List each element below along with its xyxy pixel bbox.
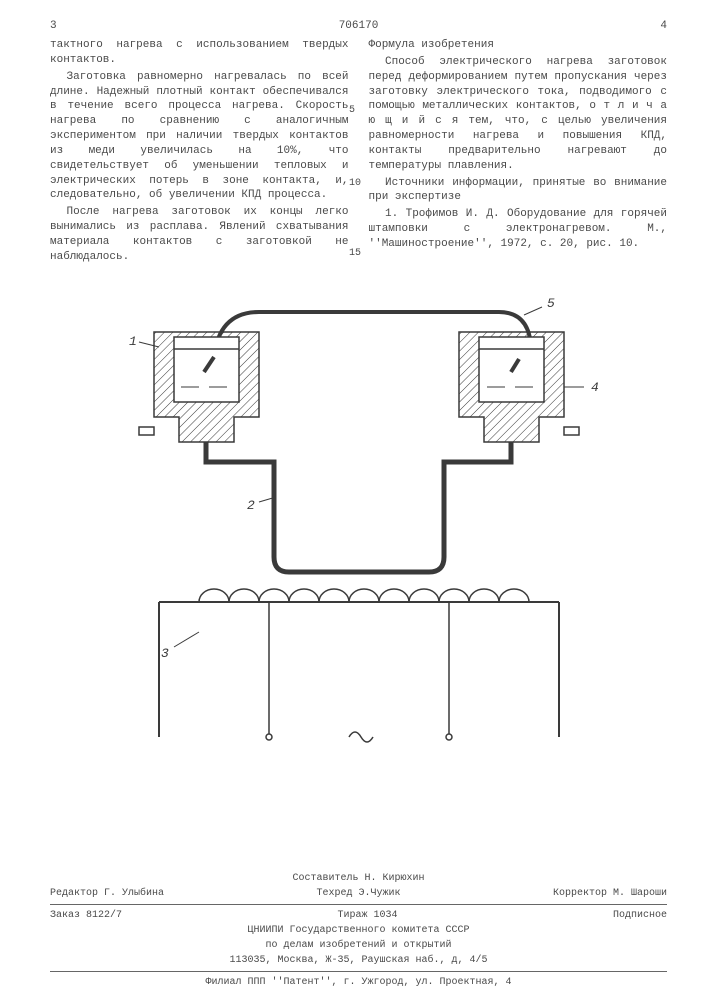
right-page-num: 4 xyxy=(660,20,667,32)
footer-techred: Техред Э.Чужик xyxy=(316,887,400,900)
right-para-1: Способ электрического нагрева заготовок … xyxy=(369,55,668,174)
footer-order: Заказ 8122/7 xyxy=(50,909,122,922)
diagram: 1 2 3 4 5 xyxy=(99,287,619,767)
terminal-right xyxy=(446,734,452,740)
footer-editor: Редактор Г. Улыбина xyxy=(50,887,164,900)
fig-label-3: 3 xyxy=(161,646,169,661)
right-crucible xyxy=(459,332,579,442)
sine-icon xyxy=(349,732,373,742)
formula-title: Формула изобретения xyxy=(369,38,668,53)
fig-label-4: 4 xyxy=(591,380,599,395)
footer-tirazh: Тираж 1034 xyxy=(337,909,397,922)
fig-label-5: 5 xyxy=(547,296,555,311)
doc-number: 706170 xyxy=(339,20,379,32)
footer-org2: по делам изобретений и открытий xyxy=(50,938,667,953)
line-label-15: 15 xyxy=(349,248,361,259)
left-crucible xyxy=(139,332,259,442)
header-row: 3 706170 4 xyxy=(50,20,667,32)
fig-label-1: 1 xyxy=(129,334,137,349)
ptr-3 xyxy=(174,632,199,647)
text-columns: тактного нагрева с использованием тверды… xyxy=(50,38,667,267)
terminal-left xyxy=(266,734,272,740)
footer-composer: Составитель Н. Кирюхин xyxy=(50,871,667,886)
footer-addr1: 113035, Москва, Ж-35, Раушская наб., д, … xyxy=(50,953,667,968)
patent-page: 3 706170 4 5 10 15 тактного нагрева с ис… xyxy=(0,0,707,1000)
footer-filial: Филиал ППП ''Патент'', г. Ужгород, ул. П… xyxy=(50,975,667,990)
footer-corrector: Корректор М. Шароши xyxy=(553,887,667,900)
primary-coil xyxy=(199,589,529,602)
line-label-10: 10 xyxy=(349,178,361,189)
left-para-2: Заготовка равномерно нагревалась по всей… xyxy=(50,70,349,204)
sources-title: Источники информации, принятые во вниман… xyxy=(369,176,668,206)
left-para-1: тактного нагрева с использованием тверды… xyxy=(50,38,349,68)
footer-podpisnoe: Подписное xyxy=(613,909,667,922)
line-label-5: 5 xyxy=(349,105,355,116)
ptr-5 xyxy=(524,307,542,315)
footer-org1: ЦНИИПИ Государственного комитета СССР xyxy=(50,923,667,938)
left-page-num: 3 xyxy=(50,20,57,32)
left-para-3: После нагрева заготовок их концы легко в… xyxy=(50,205,349,264)
right-para-2: 1. Трофимов И. Д. Оборудование для горяч… xyxy=(369,207,668,252)
left-column: тактного нагрева с использованием тверды… xyxy=(50,38,349,267)
right-column: Формула изобретения Способ электрическог… xyxy=(369,38,668,267)
fig-label-2: 2 xyxy=(247,498,255,513)
footer: Составитель Н. Кирюхин Редактор Г. Улыби… xyxy=(50,871,667,990)
